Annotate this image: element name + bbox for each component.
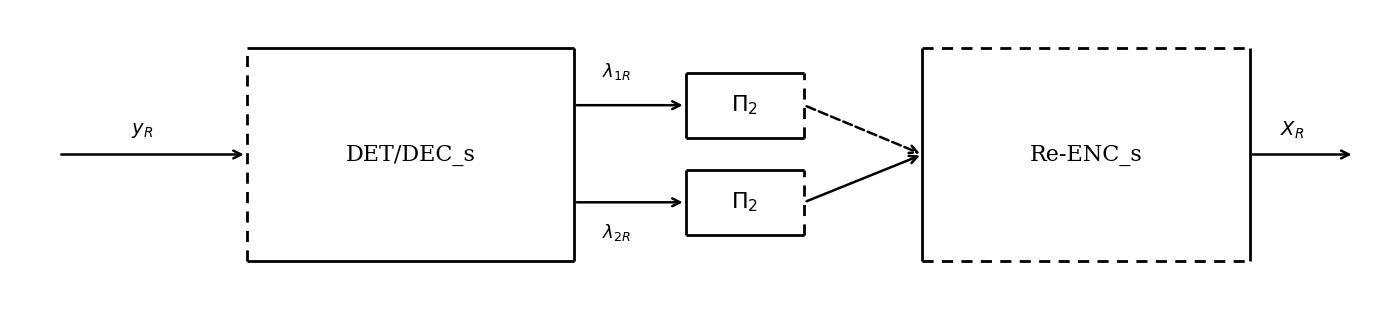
Text: $\Pi_2$: $\Pi_2$ <box>732 190 758 214</box>
Text: $\lambda_{1R}$: $\lambda_{1R}$ <box>602 61 631 82</box>
Text: Re-ENC_s: Re-ENC_s <box>1030 143 1143 166</box>
Text: $\Pi_2$: $\Pi_2$ <box>732 93 758 117</box>
Text: $\lambda_{2R}$: $\lambda_{2R}$ <box>602 222 631 243</box>
Text: $X_R$: $X_R$ <box>1280 120 1304 141</box>
Text: $y_R$: $y_R$ <box>132 121 154 140</box>
Text: DET/DEC_s: DET/DEC_s <box>346 143 476 166</box>
